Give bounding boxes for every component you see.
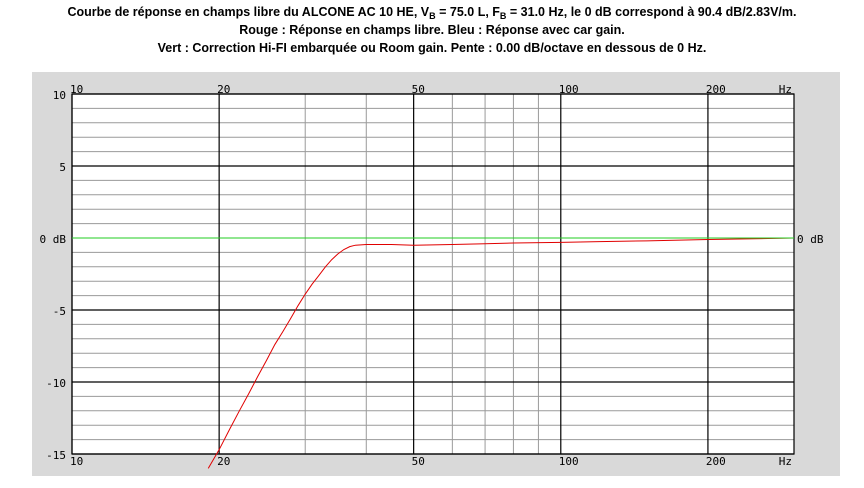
- y-tick-label: -5: [53, 305, 66, 318]
- x-tick-label-top: 100: [559, 83, 579, 96]
- title-line-3: Vert : Correction Hi-FI embarquée ou Roo…: [157, 41, 707, 55]
- frequency-response-chart: 10 10 20 20 50 50 100 100 200 200 Hz Hz 10 5 0 dB -5 -10…: [32, 72, 840, 476]
- series-line-0: [207, 237, 795, 469]
- x-unit-label-bottom: Hz: [779, 455, 792, 468]
- y-tick-label: 0 dB: [40, 233, 67, 246]
- title-line-2: Rouge : Réponse en champs libre. Bleu : …: [239, 23, 625, 37]
- chart-title: Courbe de réponse en champs libre du ALC…: [0, 3, 864, 57]
- x-tick-label-top: 50: [412, 83, 425, 96]
- y-right-label: 0 dB: [797, 233, 824, 246]
- x-tick-label-top: 200: [706, 83, 726, 96]
- y-tick-label: -10: [46, 377, 66, 390]
- x-tick-label-bottom: 10: [70, 455, 83, 468]
- x-tick-label-bottom: 100: [559, 455, 579, 468]
- plot-frame: [71, 93, 795, 455]
- grid: [71, 93, 795, 455]
- title-line-1: Courbe de réponse en champs libre du ALC…: [67, 5, 797, 21]
- plot-background: [72, 94, 794, 454]
- y-tick-label: -15: [46, 449, 66, 462]
- x-tick-label-bottom: 20: [217, 455, 230, 468]
- x-unit-label-top: Hz: [779, 83, 792, 96]
- y-tick-label: 10: [53, 89, 66, 102]
- series-layer: [72, 237, 795, 469]
- x-tick-label-bottom: 50: [412, 455, 425, 468]
- axis-labels: 10 10 20 20 50 50 100 100 200 200 Hz Hz 10 5 0 dB -5 -10…: [40, 83, 824, 468]
- y-tick-label: 5: [59, 161, 66, 174]
- plot-area: [72, 94, 794, 454]
- x-tick-label-bottom: 200: [706, 455, 726, 468]
- x-tick-label-top: 10: [70, 83, 83, 96]
- x-tick-label-top: 20: [217, 83, 230, 96]
